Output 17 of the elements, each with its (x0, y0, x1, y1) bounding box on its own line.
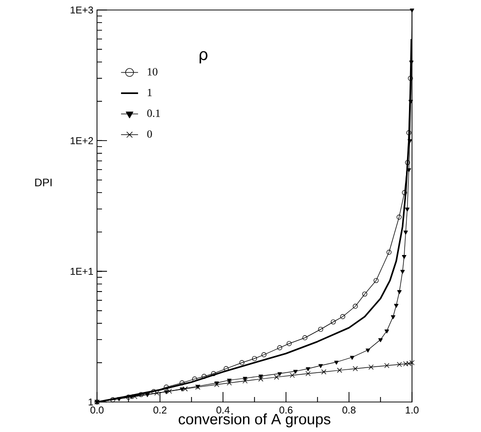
legend-title: ρ (200, 51, 208, 64)
x-tick-label: 0.8 (342, 406, 356, 414)
x-tick-label: 0.0 (90, 406, 104, 414)
x-axis-title: conversion of A groups (178, 413, 330, 428)
legend-label: 1 (148, 88, 152, 96)
y-tick-label: 1E+2 (70, 137, 93, 144)
y-tick-label: 1E+1 (70, 268, 93, 275)
x-tick-label: 1.0 (406, 406, 419, 414)
y-axis-title: DPI (35, 178, 52, 186)
y-tick-label: 1 (88, 398, 93, 406)
x-tick-label: 0.4 (216, 406, 230, 414)
legend-label: 0.1 (147, 110, 160, 117)
legend-label: 10 (148, 68, 158, 76)
x-tick-label: 0.2 (153, 406, 166, 414)
y-tick-label: 1E+3 (70, 6, 94, 14)
legend-label: 0 (147, 130, 152, 138)
x-tick-label: 0.6 (279, 406, 292, 414)
